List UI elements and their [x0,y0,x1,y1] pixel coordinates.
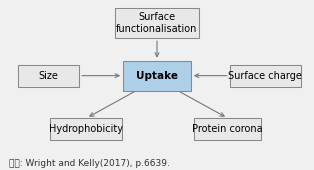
FancyBboxPatch shape [115,8,199,38]
FancyBboxPatch shape [123,61,191,90]
FancyBboxPatch shape [50,118,122,140]
Text: Surface charge: Surface charge [228,71,302,81]
Text: 자료: Wright and Kelly(2017), p.6639.: 자료: Wright and Kelly(2017), p.6639. [9,159,170,168]
Text: Uptake: Uptake [136,71,178,81]
Text: Hydrophobicity: Hydrophobicity [49,124,123,134]
FancyBboxPatch shape [230,65,300,87]
FancyBboxPatch shape [18,65,79,87]
Text: Size: Size [39,71,59,81]
Text: Protein corona: Protein corona [192,124,263,134]
FancyBboxPatch shape [194,118,261,140]
Text: Surface
functionalisation: Surface functionalisation [116,12,198,34]
